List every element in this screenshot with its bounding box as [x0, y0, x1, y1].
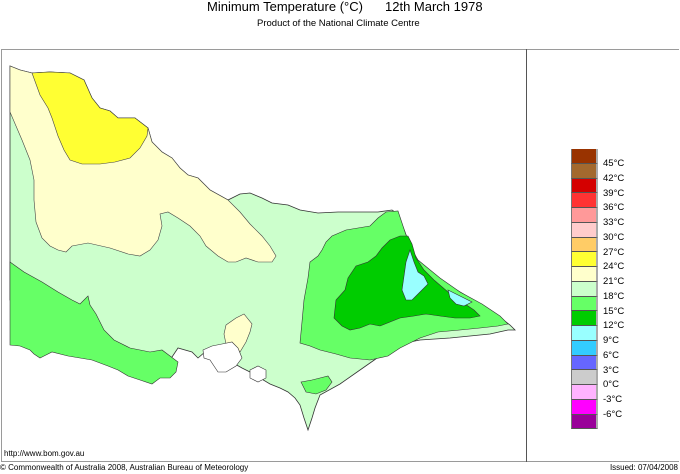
bom-url-link[interactable]: http://www.bom.gov.au: [4, 449, 85, 458]
legend-label: 30°C: [603, 231, 625, 243]
legend-swatch: [571, 399, 598, 415]
legend-label: 36°C: [603, 202, 625, 214]
legend-swatch: [571, 163, 598, 179]
legend-swatch: [571, 281, 598, 297]
map-title: Minimum Temperature (°C): [207, 0, 363, 14]
legend-swatch: [571, 222, 598, 238]
legend-swatch: [571, 355, 598, 371]
legend-label: 15°C: [603, 305, 625, 317]
legend-swatch: [571, 149, 598, 164]
copyright-notice: © Commonwealth of Australia 2008, Austra…: [0, 463, 249, 472]
legend-label: -6°C: [603, 408, 623, 420]
legend-swatch: [571, 178, 598, 194]
legend-swatch: [571, 414, 598, 430]
issued-date: Issued: 07/04/2008: [609, 463, 678, 472]
legend-label: 45°C: [603, 158, 625, 169]
legend-label: 27°C: [603, 246, 625, 258]
port-phillip-bay: [202, 341, 243, 373]
temperature-legend: [571, 149, 599, 430]
legend-label: 18°C: [603, 290, 625, 302]
legend-swatch: [571, 208, 598, 223]
legend-label: 12°C: [603, 320, 625, 332]
legend-swatch: [571, 340, 598, 356]
legend-divider: [526, 49, 527, 462]
legend-label: -3°C: [603, 394, 623, 405]
zone-15-18-patch: [300, 375, 333, 395]
zone-9-12-a: [401, 249, 429, 301]
legend-swatch: [571, 370, 598, 385]
western-port: [249, 365, 267, 383]
legend-swatch: [571, 252, 598, 267]
legend-swatch: [571, 296, 598, 312]
legend-label: 0°C: [603, 379, 619, 391]
map-header: Minimum Temperature (°C) 12th March 1978…: [0, 0, 680, 29]
legend-swatch: [571, 193, 598, 208]
victoria-temperature-map: [9, 65, 516, 432]
legend-labels: 45°C 42°C 39°C 36°C 33°C 30°C 27°C 24°C …: [603, 157, 624, 423]
map-date: 12th March 1978: [385, 0, 483, 14]
legend-label: 6°C: [603, 349, 619, 361]
zone-15-18-west: [9, 261, 179, 385]
legend-swatch: [571, 267, 598, 282]
legend-label: 3°C: [603, 364, 619, 376]
zone-9-12-b: [447, 289, 473, 307]
legend-swatch: [571, 311, 598, 326]
legend-swatch: [571, 326, 598, 341]
legend-label: 9°C: [603, 335, 619, 346]
legend-label: 21°C: [603, 276, 625, 287]
legend-label: 39°C: [603, 187, 625, 199]
legend-label: 42°C: [603, 172, 625, 184]
legend-label: 24°C: [603, 261, 625, 273]
zone-24-27: [31, 71, 149, 165]
legend-swatch: [571, 385, 598, 400]
legend-label: 33°C: [603, 217, 625, 228]
legend-swatch: [571, 237, 598, 253]
map-frame: [1, 49, 679, 462]
map-subtitle: Product of the National Climate Centre: [257, 18, 420, 29]
